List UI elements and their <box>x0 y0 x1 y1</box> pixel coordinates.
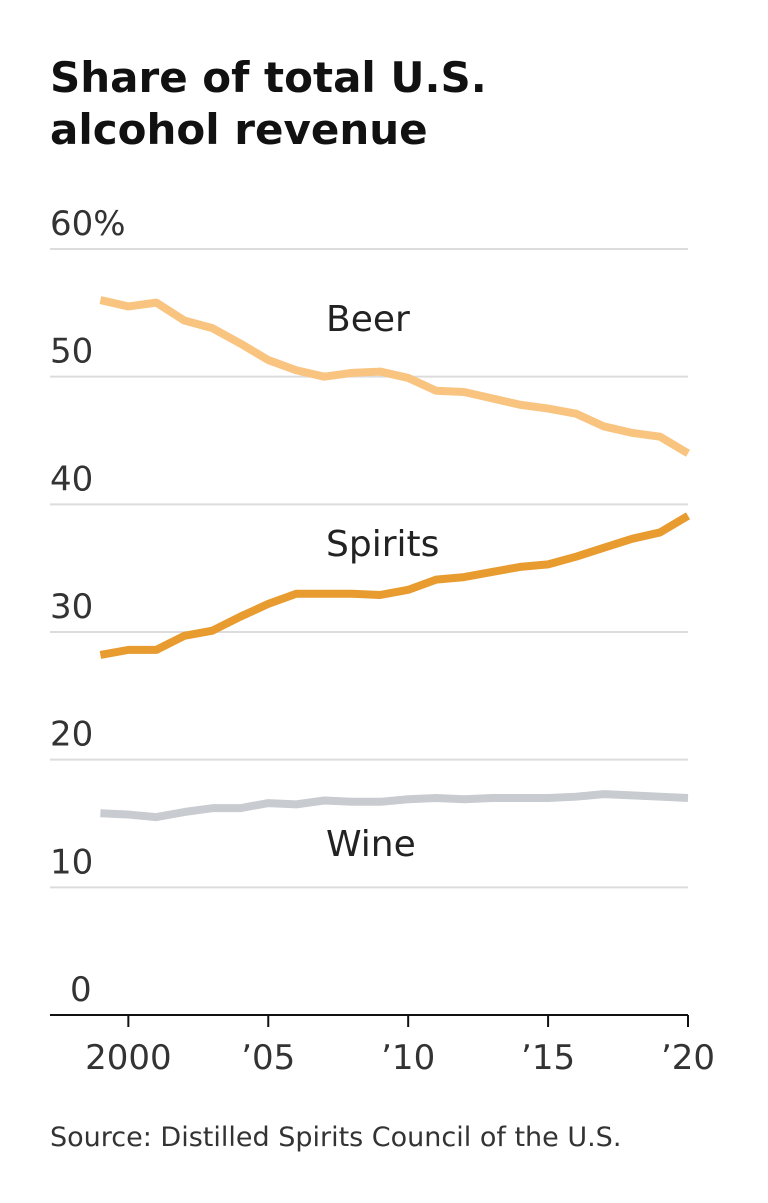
x-tick-label: ’15 <box>521 1038 575 1078</box>
x-tick-label: ’05 <box>241 1038 295 1078</box>
series-label: Beer <box>326 299 410 340</box>
y-tick-label: 10 <box>50 842 93 882</box>
x-tick-label: ’20 <box>661 1038 715 1078</box>
source-note: Source: Distilled Spirits Council of the… <box>50 1122 622 1153</box>
series-line <box>100 790 689 822</box>
series-line <box>99 512 691 659</box>
y-tick-label: 50 <box>50 332 93 372</box>
chart-title: Share of total U.S. alcohol revenue <box>50 53 487 154</box>
series-label: Spirits <box>326 524 439 565</box>
x-tick-label: 2000 <box>85 1038 172 1078</box>
y-tick-label: 20 <box>50 715 93 755</box>
y-tick-label: 60% <box>50 204 126 244</box>
y-tick-label: 40 <box>50 459 93 499</box>
y-tick-label: 30 <box>50 587 93 627</box>
chart: 0 10 20 30 40 50 60% 2000 ’05 ’10 ’15 ’20 Beer Spirit… <box>50 204 715 1078</box>
series-line <box>99 296 691 457</box>
y-tick-label: 0 <box>70 970 92 1010</box>
series-label: Wine <box>326 824 416 865</box>
x-tick-label: ’10 <box>381 1038 435 1078</box>
